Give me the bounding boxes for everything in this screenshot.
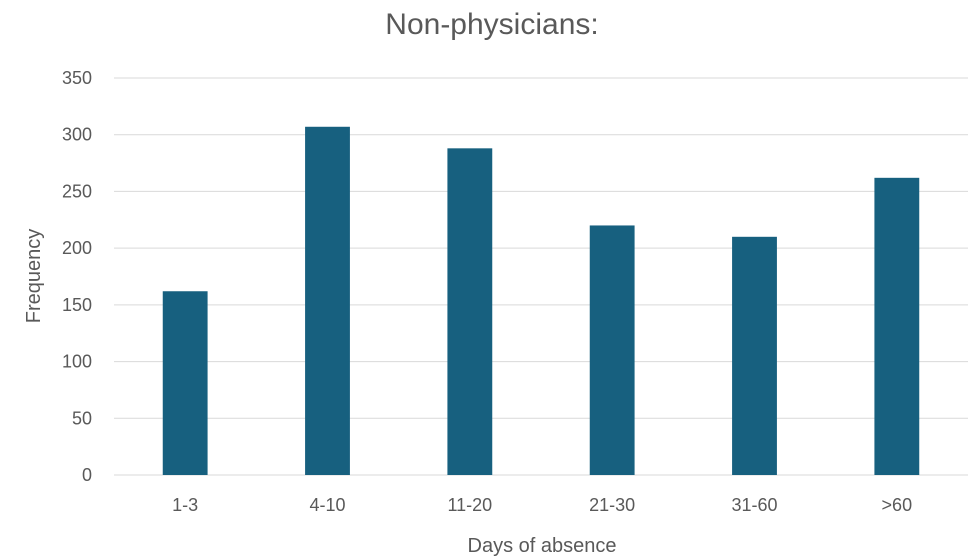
bars — [162, 126, 920, 475]
bar-1 — [305, 126, 350, 475]
bar-3 — [589, 225, 635, 475]
y-tick-label: 300 — [62, 125, 92, 145]
y-tick-label: 100 — [62, 352, 92, 372]
x-tick-label: 31-60 — [731, 495, 777, 515]
y-tick-label: 250 — [62, 181, 92, 201]
x-tick-label: 1-3 — [172, 495, 198, 515]
y-axis-title: Frequency — [23, 229, 45, 324]
y-tick-label: 200 — [62, 238, 92, 258]
x-tick-label: 4-10 — [309, 495, 345, 515]
x-axis-ticks: 1-3 4-10 11-20 21-30 31-60 >60 — [172, 495, 912, 515]
bar-2 — [447, 148, 493, 475]
x-tick-label: 21-30 — [589, 495, 635, 515]
bar-5 — [874, 177, 920, 475]
x-tick-label: >60 — [882, 495, 913, 515]
y-tick-label: 350 — [62, 68, 92, 88]
bar-0 — [162, 291, 208, 475]
bar-4 — [732, 236, 777, 475]
x-tick-label: 11-20 — [447, 495, 492, 515]
y-tick-label: 50 — [72, 408, 92, 428]
y-tick-label: 150 — [62, 295, 92, 315]
y-tick-label: 0 — [82, 465, 92, 485]
chart-title: Non-physicians: — [385, 8, 598, 41]
x-axis-title: Days of absence — [468, 535, 617, 556]
gridlines — [114, 77, 968, 476]
y-axis-ticks: 0 50 100 150 200 250 300 350 — [62, 68, 92, 485]
